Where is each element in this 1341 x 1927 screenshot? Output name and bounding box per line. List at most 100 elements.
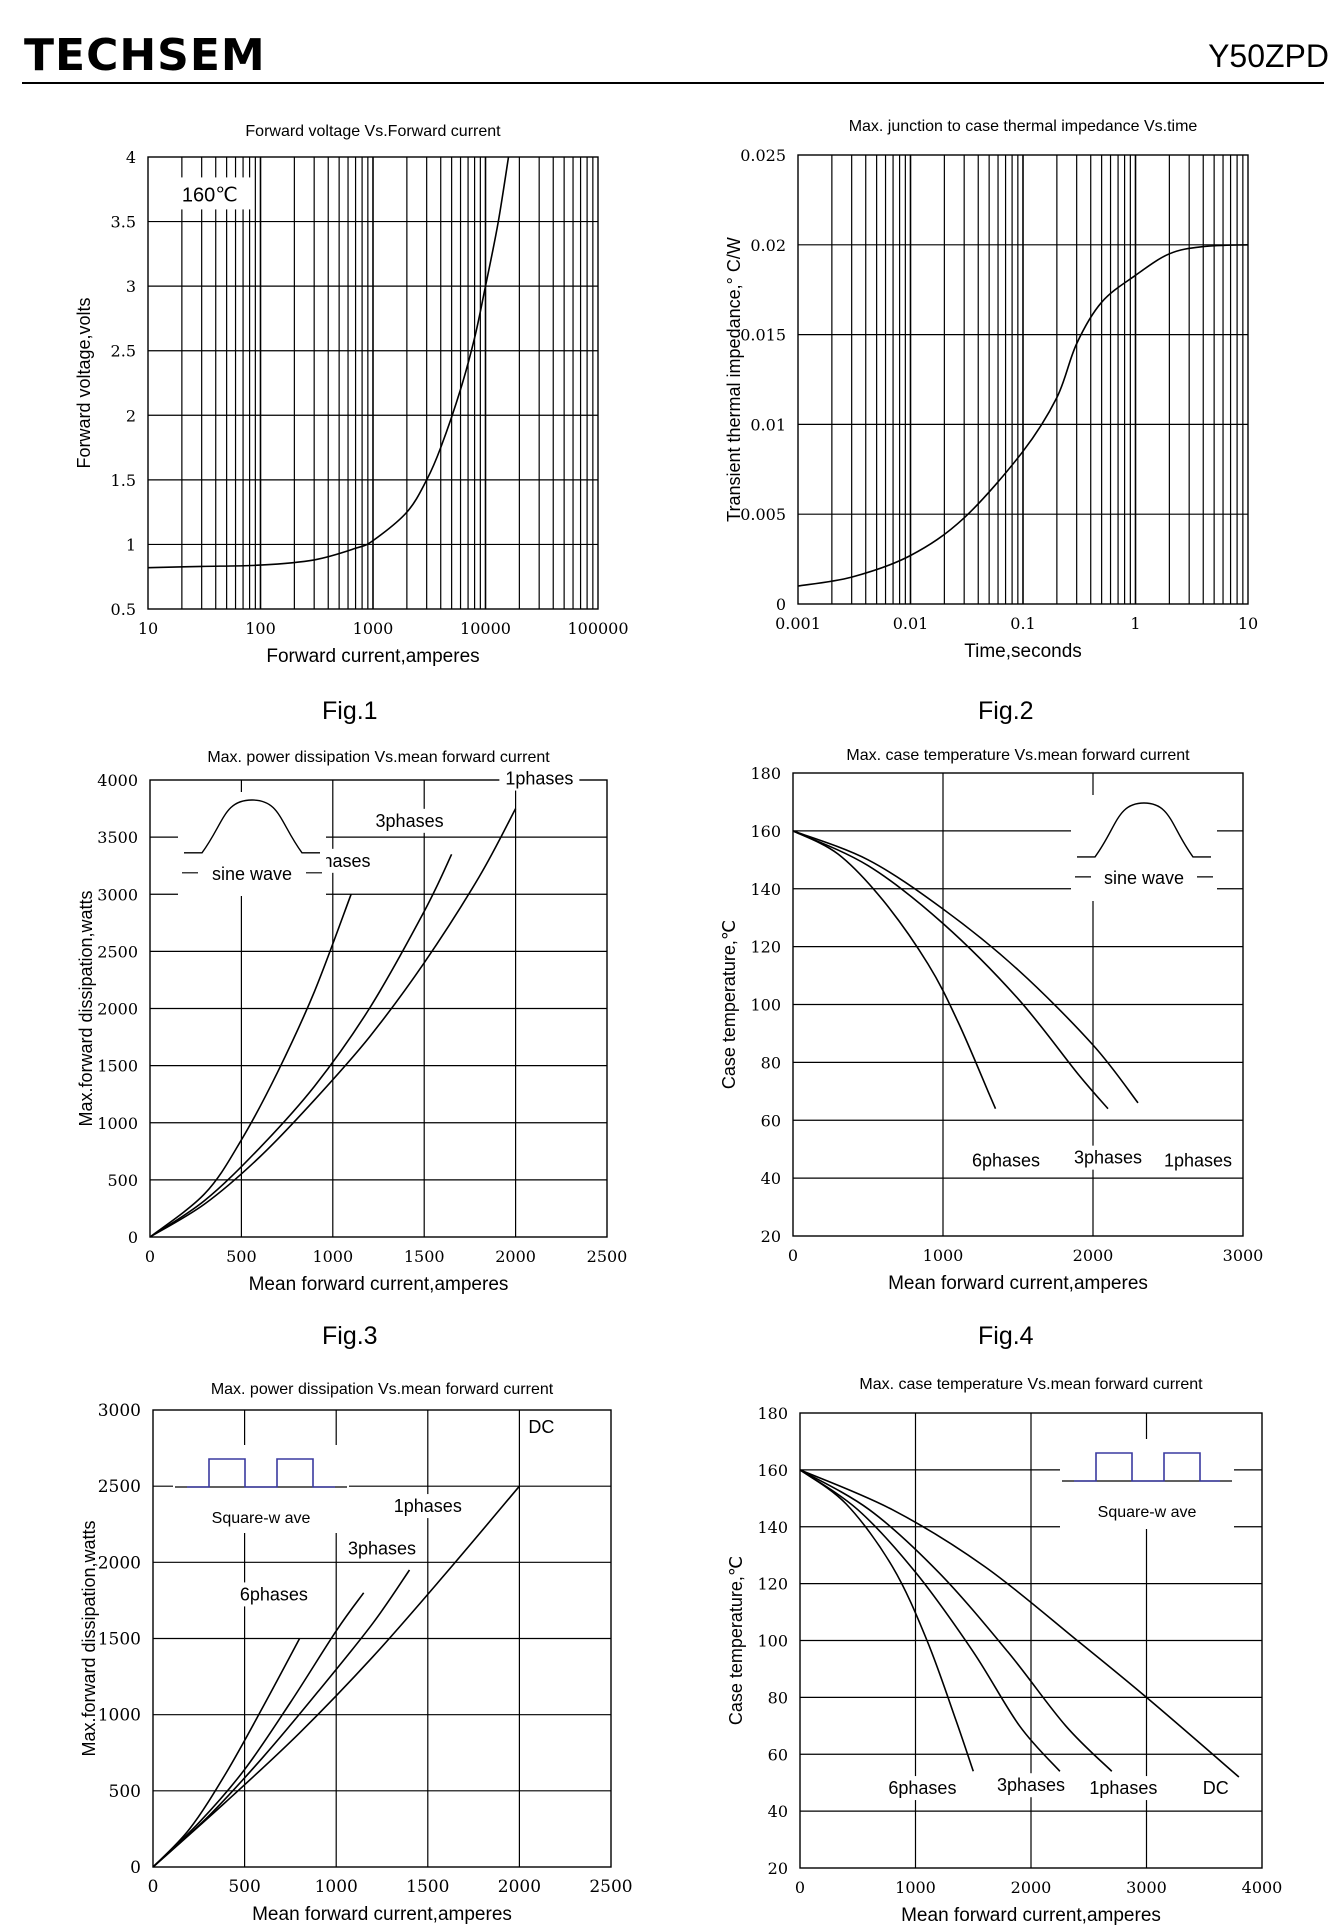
x-tick-label: 0.1 <box>1010 614 1035 633</box>
y-tick-label: 1000 <box>98 1706 141 1726</box>
y-tick-label: 40 <box>761 1169 781 1188</box>
y-tick-label: 120 <box>750 938 781 957</box>
x-tick-label: 3000 <box>1223 1246 1264 1265</box>
series-label-background <box>342 1536 422 1561</box>
y-tick-label: 120 <box>757 1575 788 1594</box>
chart-title: Max. power dissipation Vs.mean forward c… <box>211 1381 554 1398</box>
x-tick-label: 0 <box>788 1246 798 1265</box>
y-axis-label: Max.forward dissipation,watts <box>76 890 96 1126</box>
x-axis-label: Mean forward current,amperes <box>252 1904 512 1925</box>
series-label: 1phases <box>1164 1151 1232 1171</box>
series-label: 6phases <box>888 1778 956 1798</box>
y-tick-label: 140 <box>757 1518 788 1537</box>
y-tick-label: 60 <box>768 1745 788 1764</box>
series-label-background <box>966 1148 1046 1173</box>
series-label: 3phases <box>997 1775 1065 1795</box>
x-tick-label: 3000 <box>1126 1878 1167 1897</box>
series-line-1phases <box>792 830 1139 1104</box>
series-line-1phases <box>152 1569 411 1868</box>
series-label: DC <box>528 1417 554 1437</box>
y-tick-label: 3.5 <box>111 213 136 232</box>
y-tick-label: 1000 <box>97 1114 138 1133</box>
y-tick-label: 80 <box>761 1053 781 1072</box>
y-tick-label: 160 <box>757 1461 788 1480</box>
x-tick-label: 1000 <box>923 1246 964 1265</box>
y-tick-label: 2500 <box>97 942 138 961</box>
x-tick-label: 100000 <box>567 619 628 638</box>
x-tick-label: 1000 <box>895 1878 936 1897</box>
x-tick-label: 2000 <box>495 1247 536 1266</box>
figure-label-4: Fig.4 <box>978 1322 1034 1350</box>
series-line <box>797 244 1249 587</box>
figure-label-2: Fig.2 <box>978 697 1034 725</box>
x-tick-label: 2500 <box>589 1877 632 1897</box>
y-tick-label: 2 <box>126 406 136 425</box>
y-tick-label: 3000 <box>97 885 138 904</box>
series-line-3phases <box>799 1469 1061 1772</box>
waveform-label-background <box>198 860 306 885</box>
x-tick-label: 10 <box>138 619 158 638</box>
chart-title: Max. power dissipation Vs.mean forward c… <box>207 749 550 766</box>
series-label-background <box>526 1414 557 1439</box>
y-tick-label: 100 <box>757 1632 788 1651</box>
y-axis-label: Case temperature,℃ <box>719 920 739 1089</box>
y-tick-label: 500 <box>109 1782 141 1802</box>
waveform-label: sine wave <box>1104 868 1184 888</box>
y-tick-label: 180 <box>757 1404 788 1423</box>
chart-title: Max. case temperature Vs.mean forward cu… <box>846 747 1190 764</box>
chart-title: Forward voltage Vs.Forward current <box>245 123 501 140</box>
waveform-label: sine wave <box>212 864 292 884</box>
series-line-6phases <box>799 1469 975 1772</box>
figure-label-3: Fig.3 <box>322 1322 378 1350</box>
series-label-background <box>1200 1776 1231 1801</box>
series-line <box>147 156 510 569</box>
x-axis-label: Time,seconds <box>964 641 1082 662</box>
y-tick-label: 60 <box>761 1111 781 1130</box>
plot-frame <box>792 772 1244 1237</box>
x-tick-label: 10000 <box>460 619 511 638</box>
series-label-background <box>882 1776 963 1801</box>
x-axis-label: Mean forward current,amperes <box>901 1905 1161 1926</box>
model-number: Y50ZPD <box>1208 38 1329 74</box>
figure-label-1: Fig.1 <box>322 697 378 725</box>
series-label-background <box>369 808 450 833</box>
y-tick-label: 2.5 <box>111 342 136 361</box>
y-axis-label: Case temperature,℃ <box>726 1556 746 1725</box>
x-tick-label: 2000 <box>498 1877 541 1897</box>
series-label: 3phases <box>376 811 444 831</box>
x-axis-label: Mean forward current,amperes <box>249 1274 509 1295</box>
plot-frame <box>799 1412 1263 1869</box>
x-tick-label: 0 <box>145 1247 155 1266</box>
y-tick-label: 1 <box>126 535 136 554</box>
series-label: 1phases <box>505 769 573 789</box>
x-tick-label: 4000 <box>1242 1878 1283 1897</box>
plot-frame <box>797 154 1249 605</box>
y-tick-label: 0.025 <box>740 146 786 165</box>
series-label: 3phases <box>348 1539 416 1559</box>
series-label-background <box>387 1494 468 1519</box>
annotation-background <box>175 177 254 210</box>
series-line-dc <box>799 1469 1240 1778</box>
plot-frame <box>147 156 599 610</box>
y-tick-label: 0.02 <box>750 236 786 255</box>
brand-logo: TECHSEM <box>24 30 266 81</box>
chart-title: Max. case temperature Vs.mean forward cu… <box>859 1376 1203 1393</box>
x-tick-label: 1500 <box>404 1247 445 1266</box>
y-tick-label: 3 <box>126 277 136 296</box>
x-tick-label: 1000 <box>312 1247 353 1266</box>
series-line-dc <box>152 1485 521 1868</box>
x-tick-label: 10 <box>1238 614 1258 633</box>
chart-title: Max. junction to case thermal impedance … <box>849 118 1198 135</box>
series-label-background <box>1083 1776 1164 1801</box>
x-tick-label: 1500 <box>406 1877 449 1897</box>
series-label: 6phases <box>972 1151 1040 1171</box>
series-line-3phases <box>152 1592 365 1868</box>
y-tick-label: 80 <box>768 1688 788 1707</box>
waveform-label-background <box>1091 864 1197 889</box>
y-tick-label: 2500 <box>98 1477 141 1497</box>
series-line-6phases <box>149 894 352 1238</box>
y-axis-label: Transient thermal impedance,° C/W <box>724 237 744 522</box>
